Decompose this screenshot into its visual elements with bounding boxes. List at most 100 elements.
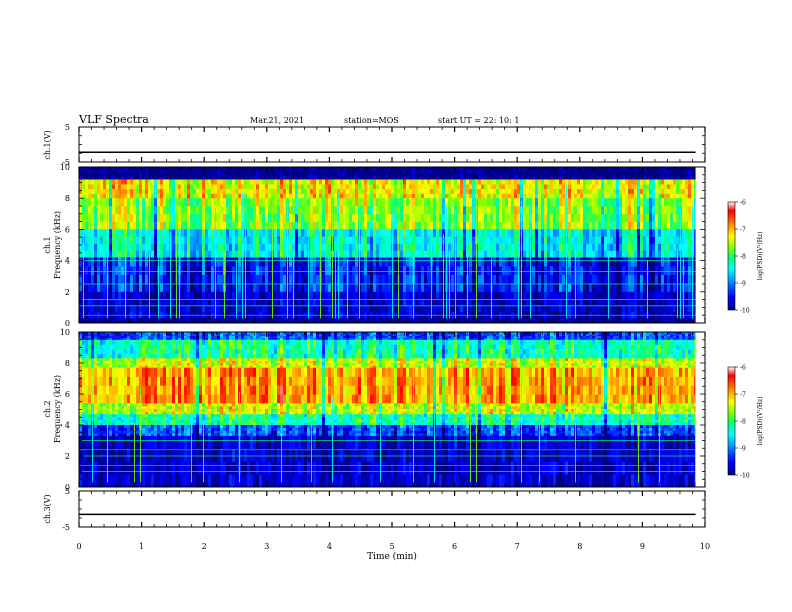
spectrogram-cell	[364, 170, 368, 174]
spectrogram-cell	[205, 305, 209, 312]
spectrogram-cell	[469, 236, 473, 244]
spectrogram-cell	[283, 320, 287, 323]
spectrogram-cell	[562, 170, 566, 174]
spectrogram-cell	[436, 298, 440, 306]
spectrogram-cell	[79, 193, 83, 199]
spectrogram-cell	[190, 221, 194, 230]
spectrogram-cell	[340, 176, 344, 180]
spectrogram-cell	[364, 173, 368, 177]
spectrogram-cell	[355, 221, 359, 230]
spectrogram-cell	[232, 243, 236, 251]
spectrogram-cell	[397, 179, 401, 185]
spectrogram-cell	[238, 198, 242, 207]
spectrogram-cell	[532, 170, 536, 174]
spectrogram-cell	[499, 179, 503, 185]
spectrogram-cell	[232, 318, 236, 320]
spectrogram-cell	[505, 257, 509, 267]
spectrogram-cell	[262, 319, 266, 321]
spectrogram-cell	[247, 198, 251, 207]
spectrogram-cell	[265, 250, 269, 258]
spectrogram-cell	[346, 229, 350, 237]
spectrogram-cell	[484, 188, 488, 194]
spectrogram-cell	[583, 184, 587, 190]
spectrogram-cell	[301, 193, 305, 199]
spectrogram-cell	[457, 318, 461, 320]
station-label: station=MOS	[344, 116, 399, 125]
spectrogram-cell	[580, 206, 584, 215]
spectrogram-cell	[511, 298, 515, 306]
spectrogram-cell	[532, 173, 536, 177]
spectrogram-cell	[445, 188, 449, 194]
spectrogram-cell	[595, 167, 599, 171]
spectrogram-cell	[163, 213, 167, 222]
spectrogram-cell	[334, 229, 338, 237]
spectrogram-cell	[550, 221, 554, 230]
spectrogram-cell	[508, 266, 512, 275]
spectrogram-cell	[298, 173, 302, 177]
spectrogram-cell	[382, 229, 386, 237]
spectrogram-cell	[553, 318, 557, 320]
spectrogram-cell	[211, 229, 215, 237]
spectrogram-cell	[544, 179, 548, 185]
y-tick-label: 5	[65, 123, 70, 132]
spectrogram-cell	[184, 198, 188, 207]
spectrogram-cell	[439, 179, 443, 185]
spectrogram-cell	[199, 257, 203, 267]
spectrogram-cell	[490, 167, 494, 171]
spectrogram-cell	[277, 298, 281, 306]
spectrogram-cell	[322, 283, 326, 293]
sferic-spike	[530, 204, 531, 319]
spectrogram-cell	[265, 198, 269, 207]
spectrogram-cell	[577, 198, 581, 207]
spectrogram-cell	[538, 179, 542, 185]
spectrogram-cell	[562, 184, 566, 190]
spectrogram-cell	[460, 243, 464, 251]
spectrogram-cell	[121, 176, 125, 180]
spectrogram-cell	[133, 257, 137, 267]
spectrogram-cell	[235, 179, 239, 185]
spectrogram-cell	[247, 257, 251, 267]
sferic-spike	[293, 205, 294, 319]
spectrogram-cell	[205, 179, 209, 185]
spectrogram-cell	[412, 179, 416, 185]
spectrogram-cell	[247, 173, 251, 177]
spectrogram-cell	[190, 170, 194, 174]
spectrogram-cell	[508, 291, 512, 299]
spectrogram-cell	[568, 319, 572, 321]
spectrogram-cell	[355, 193, 359, 199]
spectrogram-cell	[112, 179, 116, 185]
spectrogram-cell	[343, 167, 347, 171]
spectrogram-cell	[274, 176, 278, 180]
spectrogram-cell	[385, 170, 389, 174]
spectrogram-cell	[457, 170, 461, 174]
spectrogram-cell	[310, 283, 314, 293]
spectrogram-cell	[226, 283, 230, 293]
spectrogram-cell	[514, 170, 518, 174]
spectrogram-cell	[127, 266, 131, 275]
spectrogram-cell	[589, 179, 593, 185]
spectrogram-cell	[433, 266, 437, 275]
spectrogram-cell	[388, 305, 392, 312]
spectrogram-cell	[544, 320, 548, 323]
spectrogram-cell	[346, 198, 350, 207]
spectrogram-cell	[358, 319, 362, 321]
spectrogram-cell	[154, 274, 158, 284]
spectrogram-cell	[160, 319, 164, 321]
spectrogram-cell	[589, 173, 593, 177]
spectrogram-cell	[235, 193, 239, 199]
spectrogram-cell	[391, 198, 395, 207]
spectrogram-cell	[79, 167, 83, 171]
spectrogram-cell	[223, 221, 227, 230]
spectrogram-cell	[331, 188, 335, 194]
spectrogram-cell	[544, 167, 548, 171]
spectrogram-cell	[88, 221, 92, 230]
spectrogram-cell	[403, 257, 407, 267]
spectrogram-cell	[454, 198, 458, 207]
spectrogram-cell	[541, 283, 545, 293]
spectrogram-cell	[373, 179, 377, 185]
spectrogram-cell	[172, 221, 176, 230]
spectrogram-cell	[289, 320, 293, 323]
spectrogram-cell	[487, 305, 491, 312]
spectrogram-cell	[289, 291, 293, 299]
spectrogram-cell	[193, 283, 197, 293]
